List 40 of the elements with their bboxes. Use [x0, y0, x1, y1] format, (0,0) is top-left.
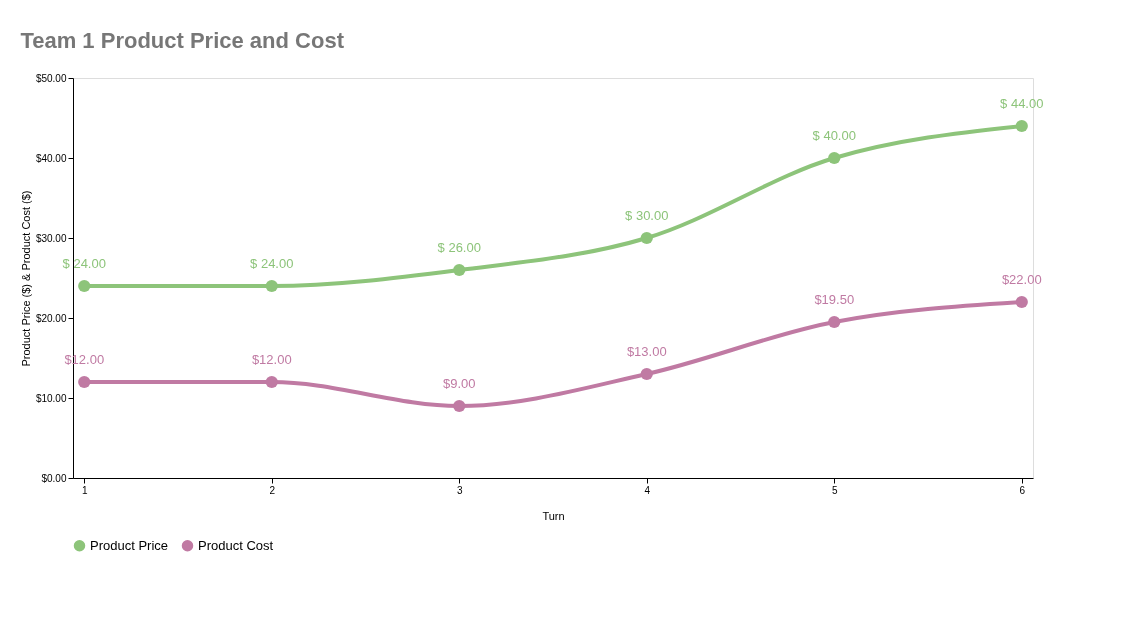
data-label: $9.00: [442, 376, 476, 391]
data-label: $12.00: [251, 352, 292, 367]
x-tick-label: 1: [81, 484, 88, 496]
y-tick-label: $50.00: [35, 72, 67, 84]
x-tick-label: 3: [456, 484, 463, 496]
point: [78, 375, 91, 389]
point: [640, 231, 653, 245]
y-tick-label: $20.00: [35, 312, 67, 324]
data-label: $22.00: [1001, 272, 1042, 287]
point: [1015, 119, 1028, 133]
point: [265, 279, 278, 293]
x-tick-label: 4: [644, 484, 651, 496]
data-label: $ 26.00: [437, 240, 481, 255]
x-axis-title: Turn: [542, 509, 565, 522]
point: [78, 279, 91, 293]
y-tick-label: $10.00: [35, 392, 67, 404]
data-label: $13.00: [626, 344, 667, 359]
x-tick-label: 5: [831, 484, 838, 496]
chart-title: Team 1 Product Price and Cost: [20, 28, 345, 53]
y-axis-title: Product Price ($) & Product Cost ($): [19, 190, 32, 367]
y-tick-label: $30.00: [35, 232, 67, 244]
point: [1015, 295, 1028, 309]
data-label: $19.50: [814, 292, 855, 307]
x-tick-label: 2: [269, 484, 276, 496]
point: [453, 399, 466, 413]
point: [453, 263, 466, 277]
legend-label: Product Price: [90, 537, 169, 553]
point: [265, 375, 278, 389]
x-tick-label: 6: [1019, 484, 1026, 496]
data-label: $ 24.00: [62, 256, 106, 271]
data-label: $ 24.00: [250, 256, 294, 271]
point: [828, 151, 841, 165]
y-tick-label: $0.00: [41, 472, 67, 484]
point: [640, 367, 653, 381]
legend-label: Product Cost: [198, 537, 274, 553]
data-label: $ 40.00: [812, 128, 856, 143]
point: [828, 315, 841, 329]
data-label: $ 30.00: [625, 208, 669, 223]
data-label: $ 44.00: [1000, 96, 1044, 111]
y-tick-label: $40.00: [35, 152, 67, 164]
